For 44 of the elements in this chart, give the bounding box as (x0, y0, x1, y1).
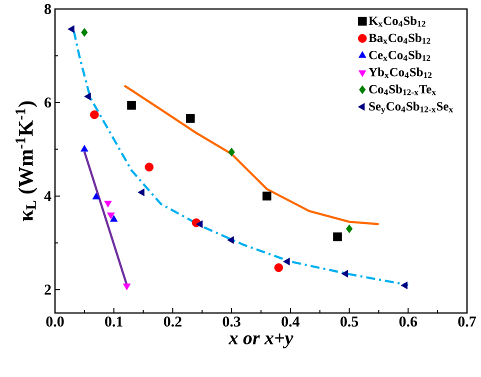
point (68, 25, 74, 33)
point (107, 212, 115, 220)
x-tick-label: 0.1 (105, 316, 122, 327)
x-tick-label: 0.5 (340, 316, 358, 327)
legend-label: Co$_{4}$Sb$_{12-x}$Te$_{x}$ (369, 84, 436, 96)
legend-label: Se$_{y}$Co$_{4}$Sb$_{12-x}$Se$_{x}$ (369, 102, 454, 114)
point (144, 162, 154, 172)
y-tick-label: 2 (44, 284, 51, 295)
point (84, 92, 91, 100)
legend-label: Ba$_{x}$Co$_{4}$Sb$_{12}$ (368, 33, 430, 44)
x-tick-label: 0.6 (399, 316, 418, 327)
x-axis-title: x or x+y (228, 334, 294, 348)
point (110, 215, 118, 222)
x-tick-label: 0.3 (222, 316, 240, 327)
point (104, 200, 112, 208)
point (228, 148, 235, 156)
x-tick-label: 0.7 (458, 316, 476, 327)
x-tick-label: 0.0 (46, 316, 64, 327)
legend-label: Yb$_{x}$Co$_{4}$Sb$_{12}$ (368, 68, 432, 78)
point (283, 258, 290, 266)
point (333, 232, 342, 242)
y-tick-label: 4 (44, 191, 52, 201)
point (400, 282, 408, 290)
point (80, 144, 88, 152)
point (138, 188, 144, 196)
point (186, 114, 195, 123)
y-tick-label: 6 (44, 98, 52, 108)
legend-label: Ce$_{x}$Co$_{4}$Sb$_{12}$ (369, 50, 430, 61)
point (196, 220, 203, 228)
point (122, 284, 131, 290)
point (92, 192, 100, 200)
x-tick-label: 0.2 (164, 316, 182, 327)
y-tick-label: 8 (44, 4, 51, 14)
point (262, 192, 272, 200)
point (346, 224, 353, 234)
point (81, 28, 88, 37)
point (274, 263, 284, 272)
x-tick-label: 0.4 (282, 316, 300, 327)
point (90, 110, 99, 120)
point (127, 100, 136, 110)
legend-label: K$_{x}$Co$_{4}$Sb$_{12}$ (368, 16, 426, 27)
point (227, 236, 234, 244)
y-axis-title: κ$_{L}$ (Wm$^{-1}$K$^{-1}$) (16, 101, 38, 222)
point (341, 270, 348, 278)
